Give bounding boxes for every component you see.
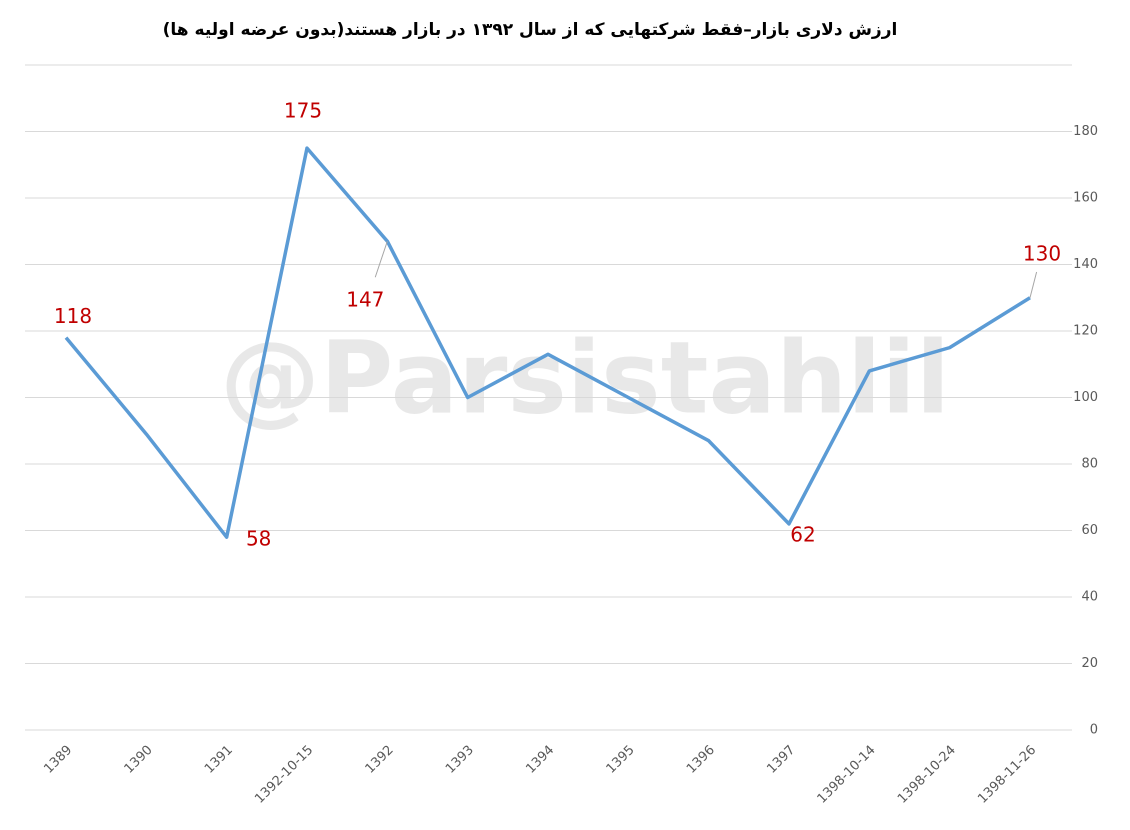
- x-tick-label: 1398-10-24: [895, 743, 959, 807]
- y-tick-label: 40: [1081, 590, 1098, 605]
- x-tick-label: 1390: [122, 743, 156, 777]
- chart-title: ارزش دلاری بازار–فقط شرکتهایی که از سال …: [163, 20, 898, 40]
- x-tick-label: 1397: [764, 743, 798, 777]
- value-label: 147: [346, 288, 384, 312]
- y-tick-label: 100: [1073, 390, 1098, 405]
- x-tick-label: 1391: [202, 743, 236, 777]
- value-label: 58: [246, 527, 271, 551]
- value-label: 130: [1023, 241, 1061, 265]
- watermark: @Parsistahlil: [220, 319, 950, 436]
- x-tick-label: 1394: [523, 743, 557, 777]
- x-tick-label: 1392: [363, 743, 397, 777]
- leader-line: [1029, 271, 1038, 298]
- x-tick-label: 1396: [684, 743, 718, 777]
- value-label: 118: [54, 304, 92, 328]
- x-tick-label: 1389: [41, 743, 75, 777]
- y-tick-label: 0: [1090, 723, 1098, 738]
- y-tick-label: 80: [1081, 457, 1098, 472]
- leader-line: [374, 241, 388, 278]
- value-label: 175: [284, 99, 322, 123]
- y-tick-label: 20: [1081, 656, 1098, 671]
- x-tick-label: 1398-10-14: [815, 743, 879, 807]
- y-tick-label: 140: [1073, 257, 1098, 272]
- y-tick-label: 160: [1073, 191, 1098, 206]
- y-tick-label: 180: [1073, 124, 1098, 139]
- x-tick-label: 1395: [604, 743, 638, 777]
- y-tick-label: 120: [1073, 324, 1098, 339]
- x-tick-label: 1393: [443, 743, 477, 777]
- y-tick-label: 60: [1081, 523, 1098, 538]
- x-tick-label: 1392-10-15: [252, 743, 316, 807]
- value-label: 62: [790, 522, 815, 546]
- x-tick-label: 1398-11-26: [975, 743, 1039, 807]
- data-line: [64, 146, 1031, 539]
